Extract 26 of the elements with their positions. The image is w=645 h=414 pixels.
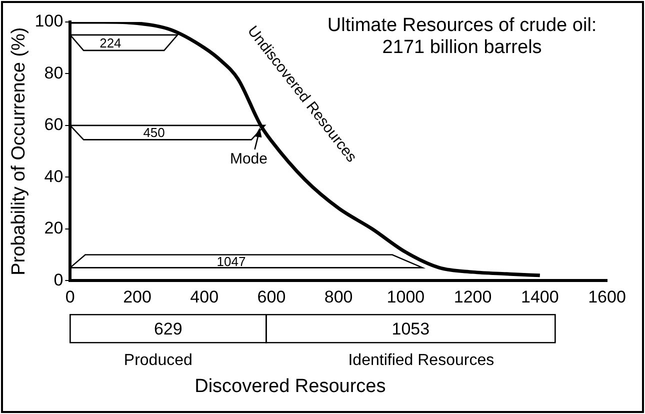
- y-tick-label: 0: [54, 270, 64, 290]
- x-axis-title: Discovered Resources: [194, 376, 386, 397]
- annotation: Mode: [230, 150, 268, 168]
- x-tick-label: 1600: [588, 287, 626, 306]
- x-tick-label: 1400: [520, 287, 559, 306]
- y-tick-label: 40: [44, 166, 64, 186]
- text: 1053: [392, 319, 430, 338]
- x-tick-label: 200: [123, 287, 152, 306]
- y-tick-label: 100: [34, 12, 64, 31]
- y-tick-label: 20: [44, 218, 64, 238]
- text: Identified Resources: [348, 352, 494, 370]
- text: 629: [154, 319, 182, 338]
- text: 2171 billion barrels: [382, 37, 542, 58]
- x-tick-label: 600: [257, 287, 286, 306]
- y-tick-label: 80: [44, 63, 64, 82]
- y-tick-label: 60: [44, 115, 64, 134]
- x-tick-label: 400: [190, 287, 219, 306]
- annotation: 450: [143, 125, 165, 140]
- x-tick-label: 800: [324, 287, 353, 306]
- text: Produced: [124, 352, 192, 370]
- x-tick-label: 1200: [454, 287, 492, 306]
- annotation: 224: [100, 35, 122, 50]
- x-tick-label: 1000: [386, 287, 425, 306]
- chart-title: Ultimate Resources of crude oil:: [327, 15, 597, 36]
- y-axis-title: Probability of Occurrence (%): [8, 27, 30, 276]
- annotation: 1047: [216, 254, 246, 269]
